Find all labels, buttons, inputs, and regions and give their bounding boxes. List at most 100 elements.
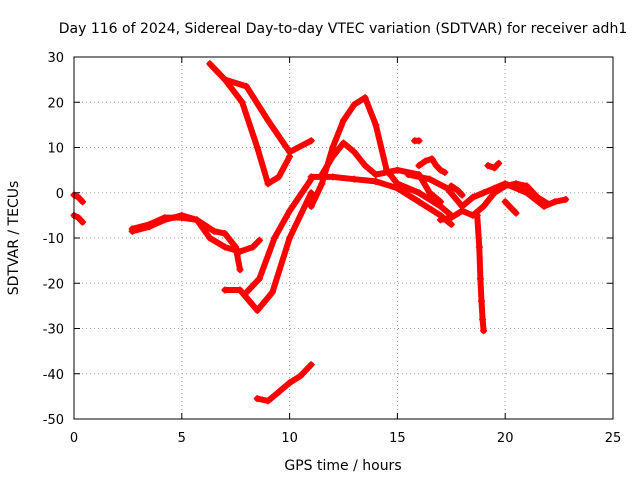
series-s11 (318, 140, 444, 205)
data-point (74, 214, 82, 222)
data-point (329, 144, 337, 151)
data-point (432, 162, 440, 170)
data-point (490, 189, 498, 197)
data-point (361, 94, 369, 102)
y-tick-label: 0 (56, 187, 64, 202)
data-point (551, 198, 559, 206)
data-point (458, 207, 466, 215)
data-point (236, 266, 244, 274)
data-point (501, 182, 509, 190)
y-tick-label: -50 (43, 413, 64, 428)
data-point (372, 177, 380, 185)
data-point (206, 234, 214, 242)
data-point (415, 189, 423, 197)
data-point (286, 234, 294, 242)
plot-area (70, 60, 570, 405)
data-point (447, 182, 455, 190)
data-point (426, 175, 434, 183)
data-point (447, 220, 455, 228)
data-point (441, 168, 449, 176)
data-point (480, 327, 488, 335)
data-point (404, 171, 412, 179)
data-point (480, 202, 488, 210)
data-point (264, 397, 272, 405)
data-point (372, 121, 380, 129)
chart-title: Day 116 of 2024, Sidereal Day-to-day VTE… (59, 21, 627, 37)
series-s5 (206, 60, 293, 187)
series-s6 (221, 76, 315, 155)
x-tick-label: 0 (70, 431, 78, 446)
data-point (236, 248, 244, 256)
data-point (393, 166, 401, 174)
data-point (275, 173, 283, 181)
data-point (307, 137, 315, 145)
data-point (145, 220, 153, 228)
data-point (361, 162, 369, 170)
y-tick-label: -10 (43, 232, 64, 247)
data-point (415, 162, 423, 170)
series-s10 (308, 94, 455, 219)
data-point (350, 148, 358, 156)
data-point (178, 214, 186, 222)
x-axis-label: GPS time / hours (284, 458, 401, 474)
x-tick-label: 15 (389, 431, 406, 446)
data-point (495, 159, 503, 167)
data-point (534, 193, 542, 201)
data-point (268, 288, 276, 296)
data-point (286, 148, 294, 156)
data-point (286, 379, 294, 387)
data-point (473, 211, 481, 219)
data-point (161, 214, 169, 222)
data-point (350, 175, 358, 183)
axes: 0 5 10 15 20 25 -50 -40 -30 -20 -10 0 10 20 30 (43, 51, 622, 446)
data-point (74, 193, 82, 201)
data-point (350, 101, 358, 109)
data-point (508, 205, 516, 213)
data-point (340, 116, 347, 124)
data-point (253, 306, 261, 314)
data-point (562, 196, 570, 204)
data-point (253, 144, 261, 151)
data-point (221, 286, 229, 294)
data-point (193, 216, 201, 224)
data-point (415, 198, 423, 206)
data-point (415, 137, 423, 145)
data-point (340, 139, 347, 147)
x-tick-label: 10 (281, 431, 298, 446)
y-tick-label: -30 (43, 323, 64, 338)
data-point (296, 372, 304, 380)
data-point (242, 288, 250, 296)
data-point (255, 236, 263, 244)
data-point (307, 189, 315, 197)
data-point (318, 180, 326, 188)
data-point (490, 164, 498, 172)
data-point (512, 180, 520, 188)
x-tick-label: 5 (178, 431, 186, 446)
data-point (454, 186, 462, 194)
data-point (264, 180, 272, 188)
y-tick-label: -20 (43, 277, 64, 292)
data-point (393, 184, 401, 192)
data-point (501, 198, 509, 206)
data-point (242, 82, 250, 90)
data-point (512, 209, 520, 217)
data-point (264, 116, 272, 124)
data-point (428, 155, 436, 163)
series-s15 (474, 212, 487, 334)
data-point (253, 395, 261, 403)
data-point (426, 189, 434, 197)
data-point (236, 286, 244, 294)
series-s4 (129, 214, 263, 255)
data-point (437, 216, 445, 224)
y-tick-label: 30 (47, 51, 64, 66)
data-point (480, 189, 488, 197)
series-s9 (254, 361, 315, 404)
data-point (206, 60, 214, 68)
data-point (238, 98, 246, 106)
data-point (307, 361, 315, 369)
data-point (79, 198, 87, 206)
data-point (476, 275, 484, 283)
series-s12 (308, 173, 455, 228)
data-point (221, 243, 229, 251)
